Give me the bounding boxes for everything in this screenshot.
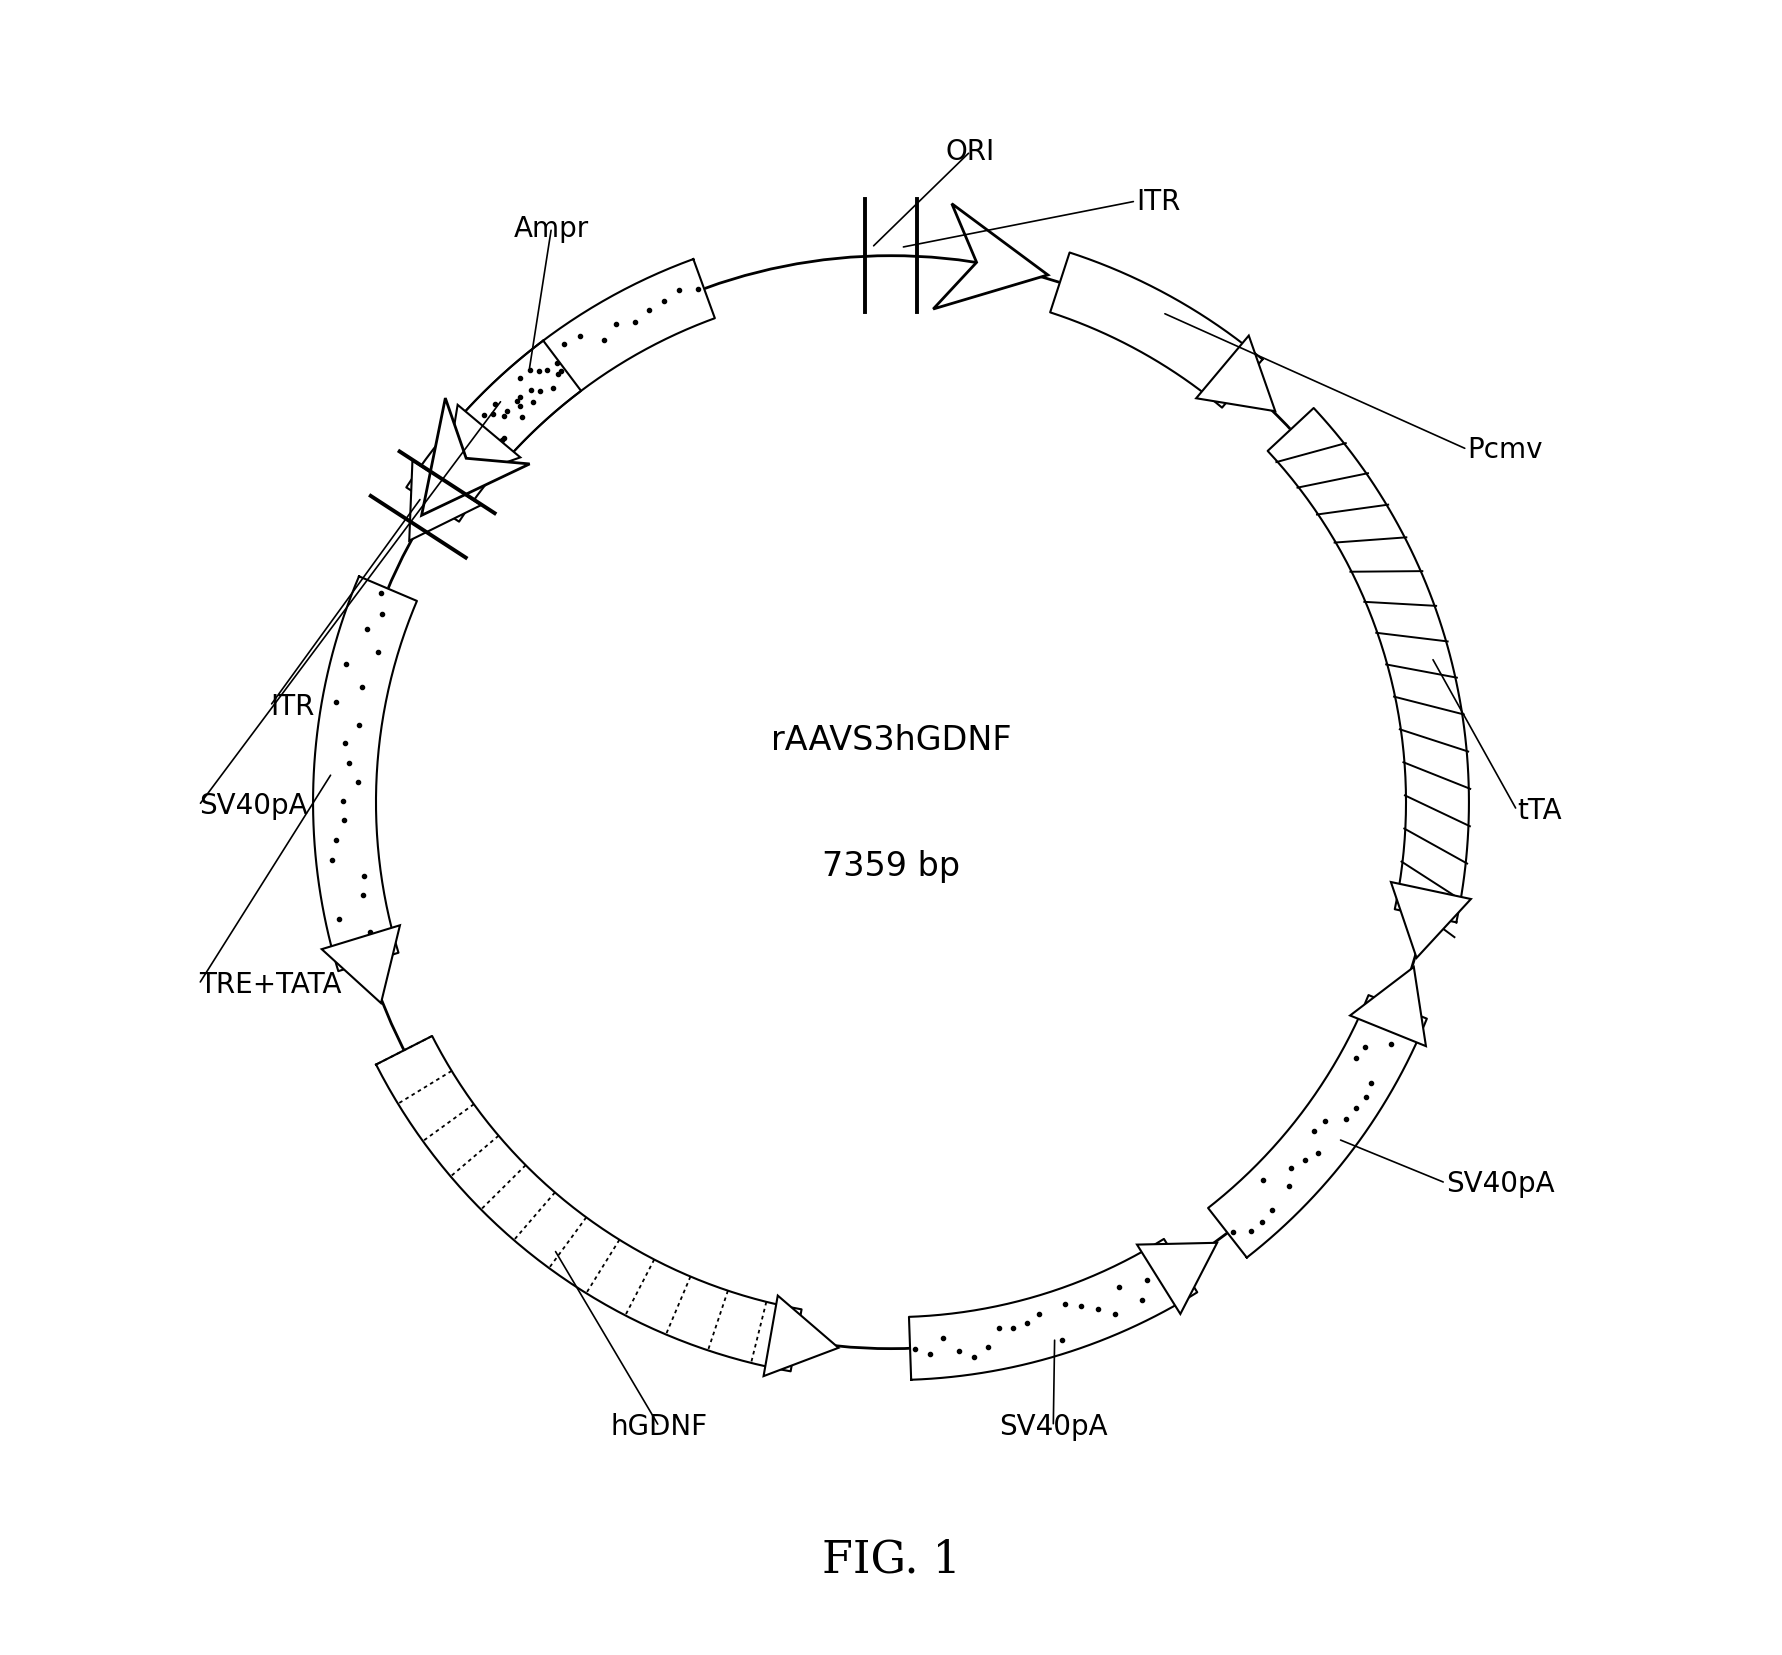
Polygon shape bbox=[376, 1036, 802, 1372]
Polygon shape bbox=[406, 260, 715, 523]
Polygon shape bbox=[1050, 253, 1262, 409]
Polygon shape bbox=[446, 405, 520, 485]
Text: hGDNF: hGDNF bbox=[611, 1413, 707, 1440]
Text: SV40pA: SV40pA bbox=[1445, 1170, 1554, 1197]
Polygon shape bbox=[422, 399, 529, 516]
Text: Ampr: Ampr bbox=[513, 215, 590, 242]
Text: tTA: tTA bbox=[1516, 798, 1561, 824]
Polygon shape bbox=[1196, 336, 1276, 412]
Text: Pcmv: Pcmv bbox=[1467, 437, 1543, 463]
Polygon shape bbox=[449, 341, 581, 472]
Text: ITR: ITR bbox=[271, 693, 314, 720]
Text: SV40pA: SV40pA bbox=[200, 793, 308, 819]
Polygon shape bbox=[1267, 409, 1468, 923]
Text: TRE+TATA: TRE+TATA bbox=[200, 971, 342, 998]
Polygon shape bbox=[763, 1296, 839, 1377]
Polygon shape bbox=[909, 1240, 1198, 1380]
Polygon shape bbox=[323, 925, 399, 1003]
Text: FIG. 1: FIG. 1 bbox=[822, 1537, 960, 1581]
Polygon shape bbox=[1351, 968, 1426, 1046]
Polygon shape bbox=[1208, 996, 1427, 1258]
Polygon shape bbox=[1392, 882, 1470, 958]
Text: 7359 bp: 7359 bp bbox=[822, 849, 960, 882]
Text: rAAVS3hGDNF: rAAVS3hGDNF bbox=[770, 723, 1012, 756]
Polygon shape bbox=[934, 205, 1048, 309]
Polygon shape bbox=[1137, 1243, 1217, 1314]
Text: ORI: ORI bbox=[946, 139, 994, 166]
Text: SV40pA: SV40pA bbox=[1000, 1413, 1108, 1440]
Polygon shape bbox=[410, 462, 481, 541]
Text: ITR: ITR bbox=[1137, 189, 1180, 215]
Polygon shape bbox=[314, 578, 417, 971]
